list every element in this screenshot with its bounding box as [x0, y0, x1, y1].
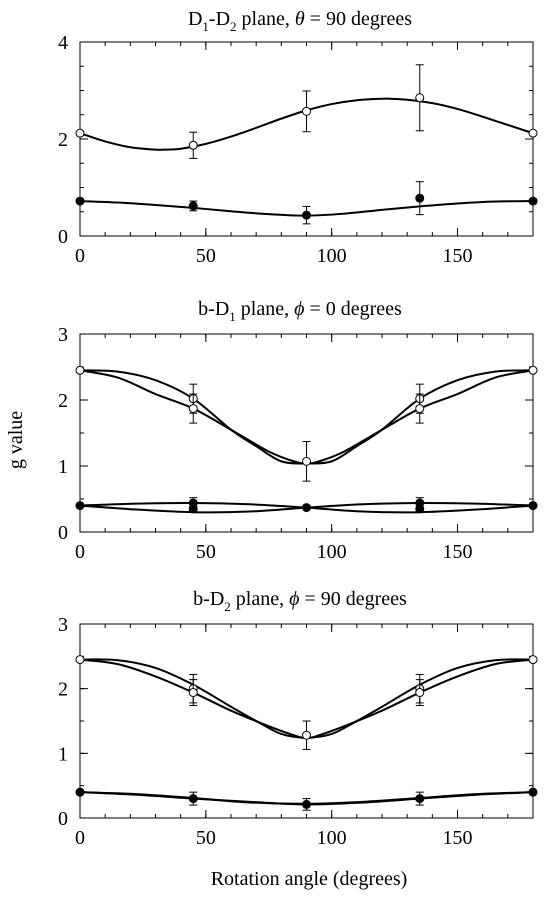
plot-frame — [79, 333, 534, 533]
data-point-filled — [75, 787, 85, 797]
data-point-open — [415, 93, 425, 103]
x-tick-label: 0 — [75, 245, 85, 267]
data-point-filled — [528, 787, 538, 797]
panel-title-2: b-D1 plane, ϕ = 0 degrees — [198, 298, 402, 324]
y-tick-label: 0 — [58, 522, 68, 544]
data-point-filled — [188, 504, 198, 514]
data-point-open — [415, 688, 425, 698]
x-axis-label: Rotation angle (degrees) — [211, 868, 408, 890]
x-tick-label: 0 — [75, 827, 85, 849]
x-tick-label: 150 — [443, 541, 473, 563]
data-point-filled — [528, 501, 538, 511]
data-point-filled — [302, 503, 311, 513]
x-tick-label: 50 — [196, 245, 216, 267]
data-point-open — [75, 365, 85, 375]
y-tick-label: 4 — [58, 32, 68, 54]
data-point-filled — [415, 794, 425, 804]
data-point-filled — [415, 504, 425, 514]
x-tick-label: 150 — [443, 245, 473, 267]
panel-title-3: b-D2 plane, ϕ = 90 degrees — [193, 588, 407, 614]
data-point-open — [188, 688, 198, 698]
data-point-filled — [528, 196, 538, 206]
y-tick-label: 2 — [58, 129, 68, 151]
x-tick-label: 50 — [196, 541, 216, 563]
panel-b-d2-plane: b-D2 plane, ϕ = 90 degrees 0 50 100 150 0 1 2 3 — [58, 588, 538, 849]
data-point-open — [302, 106, 311, 116]
data-point-open — [188, 140, 198, 150]
data-point-open — [188, 404, 198, 414]
data-point-open — [528, 128, 538, 138]
y-tick-label: 1 — [58, 456, 68, 478]
panel-d1-d2-plane: D1-D2 plane, θ = 90 degrees 0 50 100 150 0 2 4 — [58, 8, 538, 267]
x-tick-label: 0 — [75, 541, 85, 563]
data-point-filled — [302, 210, 311, 220]
x-tick-label: 150 — [443, 827, 473, 849]
panel-b-d1-plane: b-D1 plane, ϕ = 0 degrees 0 50 100 150 0 1 2 3 — [58, 298, 538, 563]
y-tick-label: 0 — [58, 226, 68, 248]
y-tick-label: 0 — [58, 808, 68, 830]
x-tick-label: 50 — [196, 827, 216, 849]
data-point-open — [75, 655, 85, 665]
data-point-filled — [75, 501, 85, 511]
data-point-filled — [188, 201, 198, 211]
data-point-filled — [188, 794, 198, 804]
x-tick-label: 100 — [317, 245, 347, 267]
data-point-filled — [75, 196, 85, 206]
x-tick-label: 100 — [317, 827, 347, 849]
data-point-filled — [415, 193, 425, 203]
x-tick-label: 100 — [317, 541, 347, 563]
data-point-open — [415, 404, 425, 414]
panel-title-1: D1-D2 plane, θ = 90 degrees — [188, 8, 412, 34]
y-axis-label: g value — [5, 411, 27, 469]
y-tick-label: 3 — [58, 324, 68, 346]
y-tick-label: 1 — [58, 743, 68, 765]
y-tick-label: 3 — [58, 614, 68, 636]
data-point-open — [528, 365, 538, 375]
data-point-open — [302, 730, 311, 740]
y-tick-label: 2 — [58, 679, 68, 701]
data-point-open — [528, 655, 538, 665]
data-point-filled — [302, 799, 311, 809]
data-point-open — [75, 128, 85, 138]
y-tick-label: 2 — [58, 390, 68, 412]
data-point-open — [302, 456, 311, 466]
